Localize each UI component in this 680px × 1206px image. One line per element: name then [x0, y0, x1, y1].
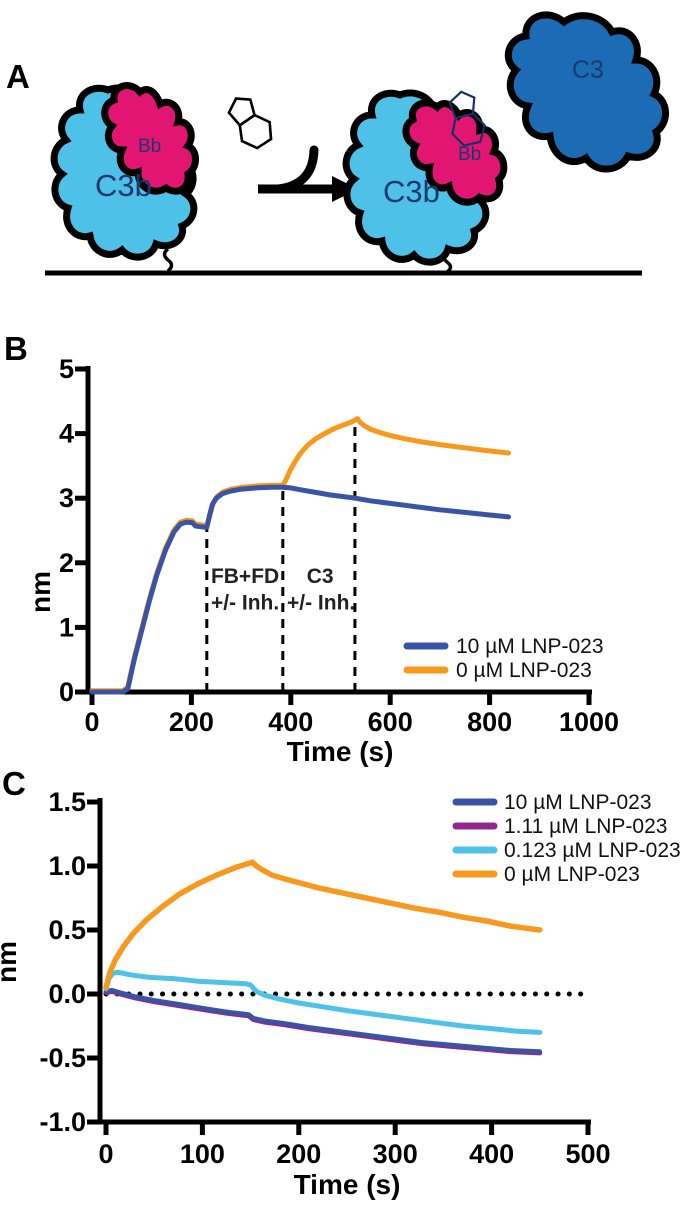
x-tick-label: 500 [565, 1139, 610, 1169]
x-tick-label: 300 [373, 1139, 418, 1169]
y-axis-title: nm [0, 941, 22, 983]
y-tick-label: 0.0 [48, 979, 86, 1009]
series-curve [103, 969, 543, 1035]
phase-annotation: +/- Inh. [287, 591, 355, 614]
legend-label: 10 µM LNP-023 [504, 791, 652, 814]
panel-c-chart: C 1.5 1.0 0.5 0.0 -0.5 -1.0 0 100 200 300 400 500 nm T… [0, 765, 680, 1200]
legend-label: 0 µM LNP-023 [456, 659, 592, 682]
c3-label: C3 [572, 56, 604, 84]
legend-label: 0.123 µM LNP-023 [504, 839, 680, 862]
series-curve [89, 416, 511, 694]
panel-a-letter: A [6, 58, 30, 95]
x-tick-label: 0 [84, 707, 99, 737]
panel-a-diagram: A C3b Bb C3b Bb [6, 11, 669, 276]
small-molecule-icon [225, 93, 275, 153]
bb-left-label: Bb [138, 136, 161, 157]
y-axis-title: nm [25, 571, 56, 613]
y-tick-label: 4 [59, 419, 74, 449]
panel-c-letter: C [2, 765, 26, 802]
series-curve [103, 988, 543, 1056]
y-tick-label: 1.0 [48, 851, 86, 881]
y-tick-label: 5 [59, 354, 74, 384]
y-tick-label: 0.5 [48, 915, 86, 945]
x-tick-label: 0 [98, 1139, 113, 1169]
x-tick-label: 400 [469, 1139, 514, 1169]
y-tick-label: 1.5 [48, 787, 86, 817]
phase-annotation: FB+FD [211, 565, 279, 588]
y-tick-label: -0.5 [39, 1043, 86, 1073]
legend-label: 0 µM LNP-023 [504, 863, 640, 886]
y-tick-label: 2 [59, 548, 74, 578]
x-axis-title: Time (s) [287, 736, 394, 767]
x-tick-label: 400 [268, 707, 313, 737]
legend-label: 1.11 µM LNP-023 [504, 815, 667, 838]
y-tick-label: -1.0 [39, 1107, 86, 1137]
tether-squiggle-icon [162, 247, 174, 273]
series-curve [89, 484, 511, 695]
x-tick-label: 200 [169, 707, 214, 737]
c3b-left-label: C3b [95, 168, 152, 203]
y-tick-label: 3 [59, 483, 74, 513]
panel-b-letter: B [4, 330, 28, 367]
y-tick-label: 1 [59, 612, 74, 642]
phase-annotation: C3 [307, 565, 334, 588]
x-axis-title: Time (s) [294, 1169, 401, 1200]
reaction-arrow-icon [258, 145, 358, 202]
y-tick-label: 0 [59, 677, 74, 707]
c3b-right-label: C3b [383, 174, 440, 209]
phase-annotation: +/- Inh. [211, 591, 279, 614]
series-curve [103, 987, 543, 1054]
c3-blob [504, 11, 669, 173]
x-tick-label: 1000 [559, 707, 619, 737]
panel-b-chart: B 0 1 2 3 4 5 0 200 400 600 800 1000 nm Time (s) FB+FD +… [4, 330, 619, 767]
bb-right-label: Bb [458, 144, 481, 165]
x-tick-label: 600 [368, 707, 413, 737]
x-tick-label: 800 [467, 707, 512, 737]
x-tick-label: 100 [180, 1139, 225, 1169]
x-tick-label: 200 [276, 1139, 321, 1169]
series-curve [103, 859, 543, 991]
legend-label: 10 µM LNP-023 [456, 635, 604, 658]
